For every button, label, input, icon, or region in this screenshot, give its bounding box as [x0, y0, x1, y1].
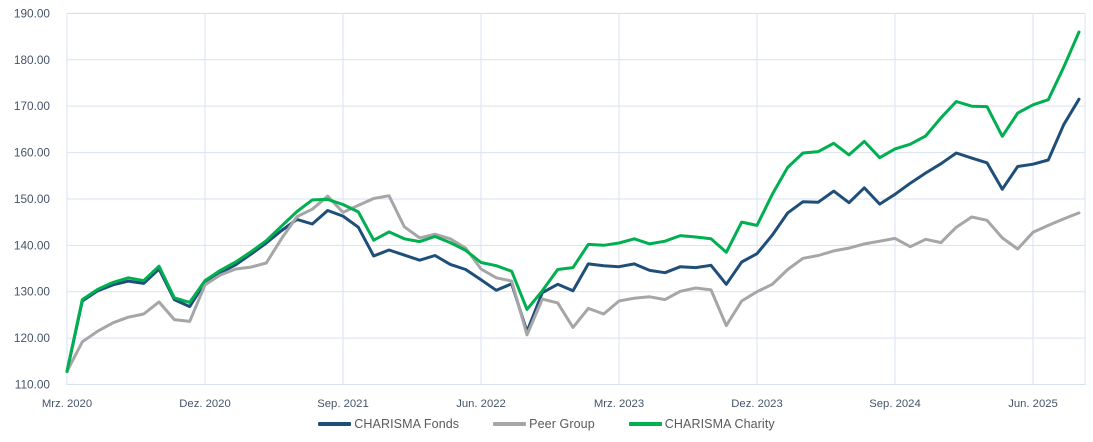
legend-item-charisma-charity[interactable]: CHARISMA Charity	[628, 417, 775, 431]
x-axis-tick-label: Mrz. 2023	[594, 398, 644, 410]
y-axis-tick-label: 180.00	[14, 53, 51, 67]
y-axis-tick-label: 110.00	[15, 378, 51, 392]
x-axis-tick-label: Jun. 2025	[1008, 398, 1058, 410]
x-axis-tick-label: Mrz. 2020	[42, 398, 92, 410]
x-axis-tick-label: Dez. 2020	[179, 398, 231, 410]
x-axis-tick-label: Jun. 2022	[456, 398, 506, 410]
y-axis-tick-label: 150.00	[14, 192, 51, 206]
y-axis-tick-label: 170.00	[14, 99, 51, 113]
series-line-charisma-fonds	[65, 97, 1081, 373]
y-axis-tick-label: 190.00	[14, 6, 51, 20]
y-axis-tick-label: 130.00	[14, 285, 51, 299]
legend-line-swatch-charisma-fonds	[318, 422, 352, 426]
legend-item-peer-group[interactable]: Peer Group	[493, 417, 595, 431]
series-line-peer-group	[65, 194, 1081, 373]
legend-label: Peer Group	[529, 417, 595, 431]
legend-item-charisma-fonds[interactable]: CHARISMA Fonds	[318, 417, 459, 431]
legend-line-swatch-charisma-charity	[628, 422, 662, 426]
legend-label: CHARISMA Charity	[664, 417, 775, 431]
x-axis-tick-label: Dez. 2023	[731, 398, 783, 410]
legend-line-swatch-peer-group	[493, 422, 527, 426]
x-axis-tick-label: Sep. 2021	[317, 398, 369, 410]
x-axis-tick-label: Sep. 2024	[869, 398, 921, 410]
chart-legend: CHARISMA Fonds Peer Group CHARISMA Chari…	[0, 417, 1093, 431]
plot-border	[66, 12, 1086, 386]
legend-label: CHARISMA Fonds	[354, 417, 460, 431]
y-axis-tick-label: 160.00	[14, 146, 51, 160]
y-axis-tick-label: 120.00	[14, 331, 51, 345]
series-line-charisma-charity	[65, 30, 1081, 373]
y-axis-tick-label: 140.00	[14, 238, 51, 252]
